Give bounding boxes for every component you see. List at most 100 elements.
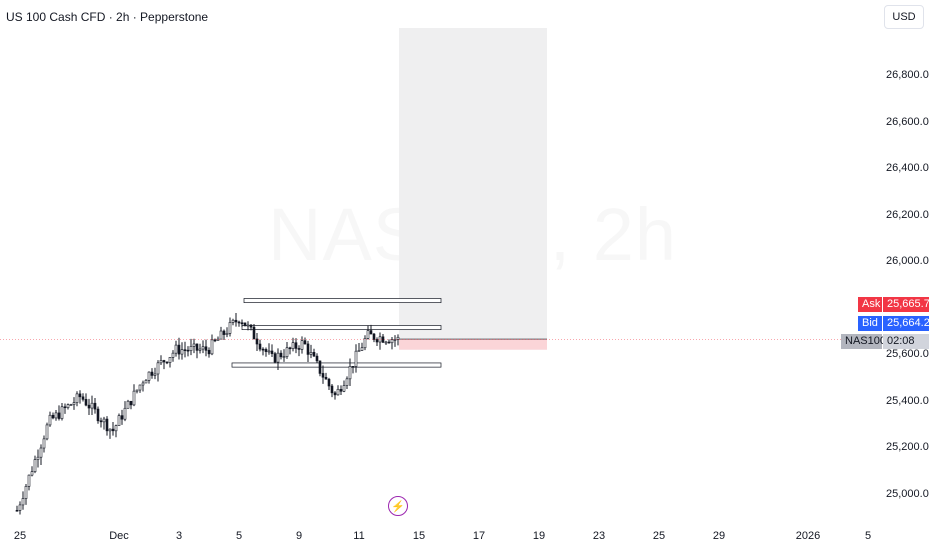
candle-body bbox=[87, 404, 91, 409]
candle-body bbox=[69, 404, 73, 406]
candle-body bbox=[30, 471, 34, 476]
candle-body bbox=[327, 378, 331, 387]
currency-button[interactable]: USD bbox=[884, 5, 924, 29]
candle-body bbox=[222, 330, 226, 335]
candle-body bbox=[96, 408, 100, 422]
candle-body bbox=[60, 406, 64, 419]
candle-body bbox=[42, 438, 46, 449]
candle-body bbox=[291, 342, 295, 349]
bid-label-tag: Bid bbox=[858, 316, 882, 331]
candle-body bbox=[114, 425, 118, 432]
annotations-layer bbox=[231, 28, 547, 368]
candle-body bbox=[276, 352, 280, 363]
candle-body bbox=[243, 322, 247, 327]
ask-price-tag: 25,665.7 bbox=[883, 297, 930, 312]
time-scale-label: 2026 bbox=[795, 530, 821, 542]
candle-body bbox=[240, 322, 244, 325]
candle-body bbox=[234, 319, 238, 323]
candle-body bbox=[237, 321, 241, 324]
candle-body bbox=[90, 402, 94, 409]
time-scale-label: 9 bbox=[295, 530, 303, 542]
candle-body bbox=[345, 378, 349, 386]
candle-body bbox=[63, 406, 67, 409]
candle-body bbox=[372, 333, 376, 340]
candle-body bbox=[45, 424, 49, 440]
candle-body bbox=[99, 420, 103, 423]
candle-body bbox=[339, 388, 343, 392]
candle-body bbox=[381, 336, 385, 343]
candle-body bbox=[72, 402, 76, 405]
time-scale-label: 23 bbox=[592, 530, 606, 542]
time-scale-label: 25 bbox=[652, 530, 666, 542]
candle-body bbox=[177, 344, 181, 355]
time-scale-label: 15 bbox=[412, 530, 426, 542]
price-scale-label: 26,200.0 bbox=[886, 208, 929, 221]
candle-body bbox=[18, 504, 22, 511]
position-zone bbox=[399, 339, 547, 350]
candle-body bbox=[336, 388, 340, 396]
time-scale-label: 19 bbox=[532, 530, 546, 542]
candle-body bbox=[195, 343, 199, 351]
candle-body bbox=[321, 373, 325, 378]
price-scale-label: 25,400.0 bbox=[886, 394, 929, 407]
candle-body bbox=[267, 350, 271, 353]
price-scale-label: 26,800.0 bbox=[886, 69, 929, 81]
chart-title[interactable]: US 100 Cash CFD · 2h · Pepperstone bbox=[6, 10, 209, 24]
candle-body bbox=[66, 404, 70, 408]
time-scale-label: 25 bbox=[13, 530, 27, 542]
time-scale-label: 5 bbox=[864, 530, 872, 542]
candle-body bbox=[198, 348, 202, 351]
candle-body bbox=[54, 412, 58, 419]
time-scale-label: 5 bbox=[235, 530, 243, 542]
candle-body bbox=[192, 343, 196, 347]
time-scale-label: 29 bbox=[712, 530, 726, 542]
candle-body bbox=[384, 341, 388, 344]
candle-body bbox=[111, 428, 115, 432]
candle-body bbox=[81, 396, 85, 400]
candle-body bbox=[300, 340, 304, 350]
candle-body bbox=[159, 360, 163, 364]
level-box bbox=[231, 362, 442, 368]
candle-body bbox=[216, 338, 220, 341]
candle-body bbox=[168, 357, 172, 363]
candle-body bbox=[105, 418, 109, 432]
candle-body bbox=[360, 347, 364, 351]
candle-body bbox=[303, 340, 307, 345]
candle-body bbox=[333, 392, 337, 396]
candle-body bbox=[84, 399, 88, 406]
candle-body bbox=[144, 380, 148, 384]
candle-body bbox=[117, 415, 121, 426]
candle-body bbox=[123, 407, 127, 420]
candle-body bbox=[342, 385, 346, 392]
lightning-icon[interactable]: ⚡ bbox=[388, 496, 408, 516]
candle-body bbox=[252, 326, 256, 340]
candle-body bbox=[279, 352, 283, 358]
price-scale-label: 26,400.0 bbox=[886, 162, 929, 175]
candle-body bbox=[180, 349, 184, 355]
candle-body bbox=[315, 355, 319, 362]
candle-body bbox=[102, 418, 106, 423]
time-scale-label: 3 bbox=[175, 530, 183, 542]
candle-body bbox=[153, 373, 157, 376]
candle-body bbox=[165, 361, 169, 364]
candle-body bbox=[27, 474, 31, 487]
candle-body bbox=[363, 338, 367, 349]
candle-body bbox=[36, 456, 40, 460]
candle-body bbox=[390, 339, 394, 344]
countdown-tag: 02:08 bbox=[883, 334, 929, 349]
price-scale-label: 25,000.0 bbox=[886, 488, 929, 500]
candle-body bbox=[357, 350, 361, 352]
candle-body bbox=[51, 414, 55, 419]
candle-body bbox=[135, 389, 139, 392]
candle-body bbox=[147, 371, 151, 381]
candle-body bbox=[201, 346, 205, 350]
candle-body bbox=[210, 339, 214, 355]
candle-body bbox=[75, 393, 79, 403]
time-scale-label: Dec bbox=[109, 530, 129, 542]
candle-body bbox=[120, 415, 124, 420]
candle-body bbox=[156, 362, 160, 375]
candle-body bbox=[396, 336, 400, 340]
candle-body bbox=[378, 336, 382, 343]
time-scale-label: 11 bbox=[353, 530, 365, 542]
